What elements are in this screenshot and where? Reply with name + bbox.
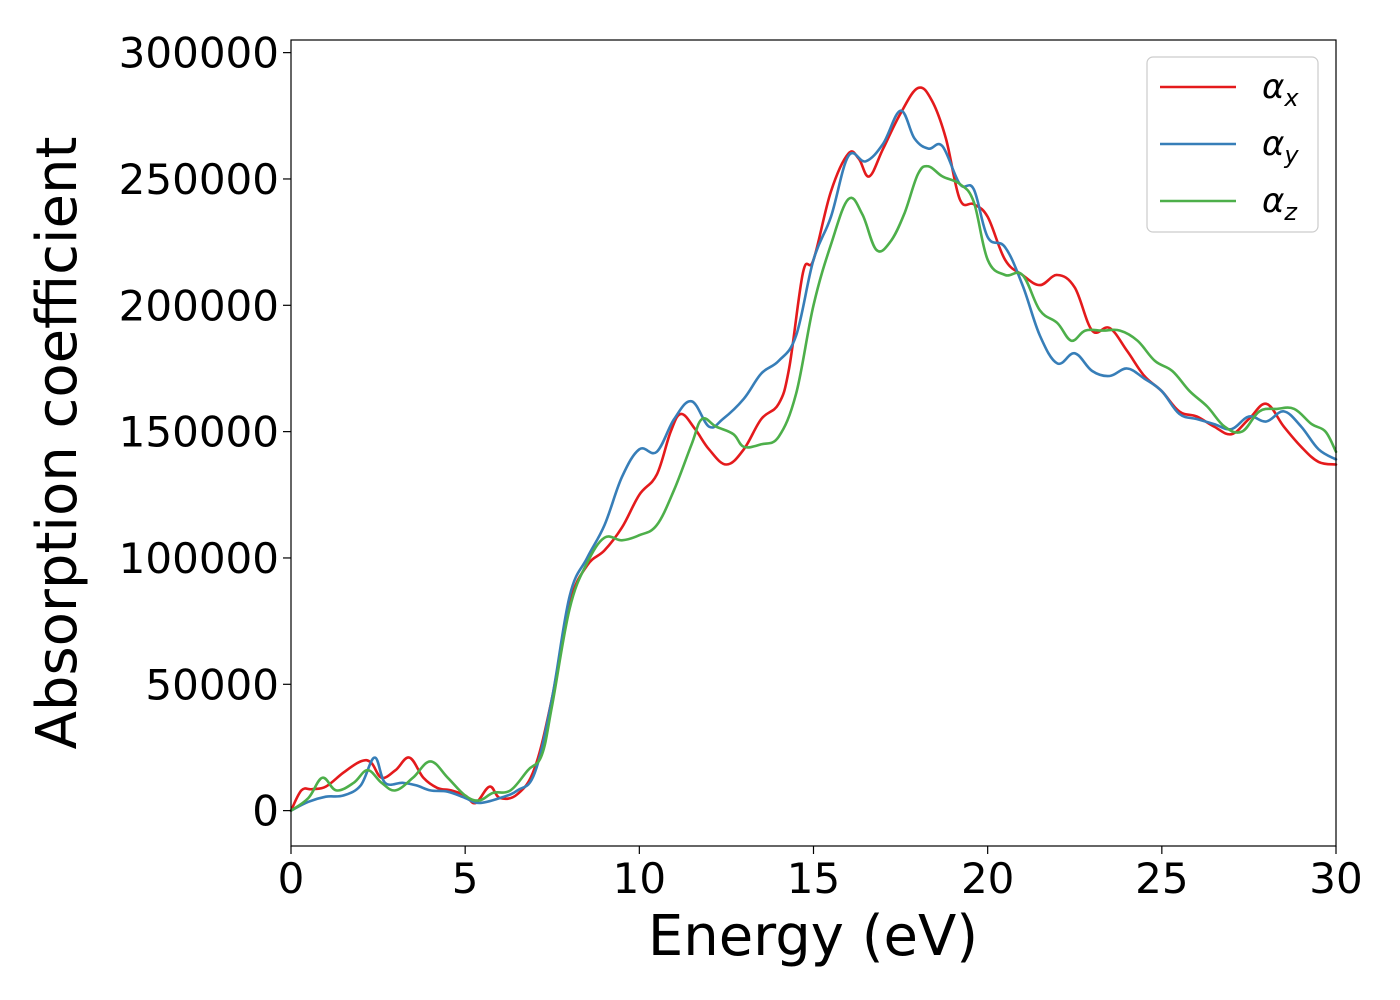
x-tick-label: 15 bbox=[787, 854, 840, 903]
y-axis: 0 50000 100000 150000 200000 250000 300000 bbox=[119, 29, 291, 836]
y-tick-label: 150000 bbox=[119, 408, 279, 457]
legend: αx αy αz bbox=[1146, 56, 1319, 233]
x-tick-label: 10 bbox=[613, 854, 666, 903]
x-tick-label: 0 bbox=[278, 854, 305, 903]
series-line-y bbox=[289, 109, 1338, 812]
series-layer bbox=[289, 86, 1338, 812]
x-axis: 0 5 10 15 20 25 30 bbox=[278, 846, 1363, 903]
x-tick-label: 30 bbox=[1309, 854, 1362, 903]
y-tick-label: 300000 bbox=[119, 29, 279, 78]
y-tick-label: 200000 bbox=[119, 281, 279, 330]
x-tick-label: 25 bbox=[1135, 854, 1188, 903]
legend-items: αx αy αz bbox=[1160, 67, 1299, 226]
y-tick-label: 100000 bbox=[119, 534, 279, 583]
legend-label-y: αy bbox=[1262, 124, 1299, 169]
y-tick-label: 50000 bbox=[145, 660, 279, 709]
x-axis-label: Energy (eV) bbox=[648, 904, 978, 969]
legend-label-x: αx bbox=[1262, 67, 1299, 112]
x-tick-label: 20 bbox=[961, 854, 1014, 903]
series-line-x bbox=[289, 86, 1338, 812]
series-line-z bbox=[289, 164, 1338, 812]
legend-label-z: αz bbox=[1262, 181, 1298, 226]
y-tick-label: 0 bbox=[252, 787, 279, 836]
y-axis-label: Absorption coefficient bbox=[25, 137, 90, 750]
y-tick-label: 250000 bbox=[119, 155, 279, 204]
x-tick-label: 5 bbox=[452, 854, 479, 903]
